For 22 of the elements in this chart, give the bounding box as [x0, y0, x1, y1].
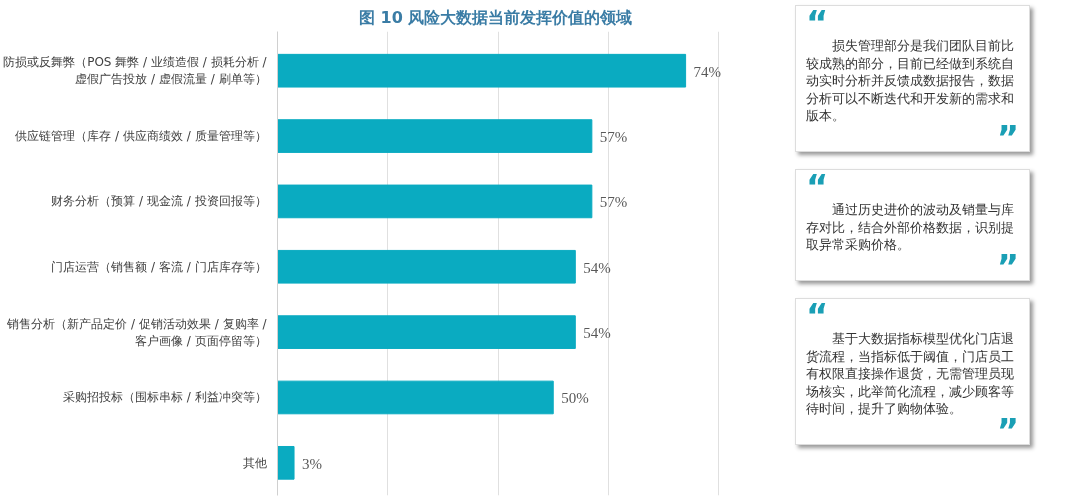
data-label: 3%	[302, 455, 323, 472]
bar	[277, 119, 593, 153]
bar	[277, 315, 576, 349]
y-tick-label: 防损或反舞弊（POS 舞弊 / 业绩造假 / 损耗分析 / 虚假广告投放 / 虚假流量 / 刷单等）	[3, 55, 268, 87]
data-label: 74%	[693, 63, 722, 80]
bar	[277, 445, 295, 480]
data-label: 50%	[561, 390, 589, 407]
bar	[277, 380, 554, 415]
bar	[277, 249, 576, 284]
chart-title: 图 10 风险大数据当前发挥价值的领域	[358, 7, 633, 27]
y-tick-label: 供应链管理（库存 / 供应商绩效 / 质量管理等）	[15, 129, 267, 144]
y-tick-label: 其他	[242, 455, 267, 470]
y-tick-label: 财务分析（预算 / 现金流 / 投资回报等）	[51, 194, 267, 209]
y-tick-label: 采购招投标（围标串标 / 利益冲突等）	[62, 390, 267, 405]
bar	[277, 184, 593, 219]
y-tick-label: 门店运营（销售额 / 客流 / 门店库存等）	[51, 259, 267, 274]
data-label: 57%	[599, 129, 628, 146]
y-tick-label: 销售分析（新产品定价 / 促销活动效果 / 复购率 / 客户画像 / 页面停留等）	[6, 316, 268, 348]
data-label: 54%	[583, 325, 611, 342]
data-label: 57%	[599, 194, 628, 211]
bar	[277, 53, 687, 88]
data-label: 54%	[583, 259, 611, 276]
